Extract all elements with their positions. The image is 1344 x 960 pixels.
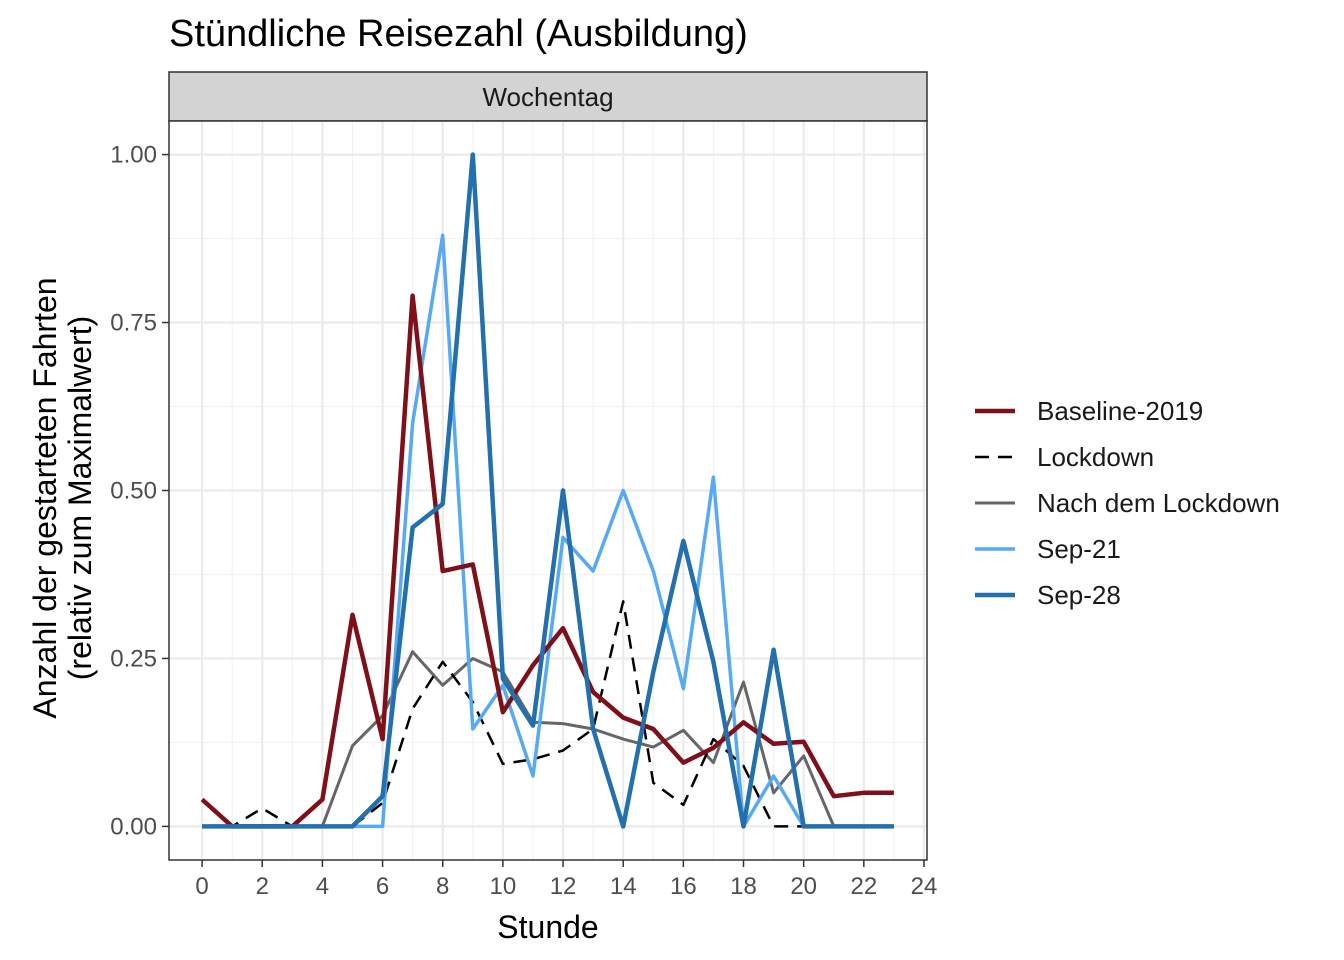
y-axis-title: Anzahl der gestarteten Fahrten (relativ … [27, 277, 98, 718]
y-axis-title-line-2: (relativ zum Maximalwert) [62, 316, 98, 680]
legend-label-baseline-2019: Baseline-2019 [1037, 396, 1203, 426]
series-line-baseline-2019 [200, 293, 894, 829]
series-lines [200, 152, 894, 829]
x-tick-label: 2 [256, 873, 269, 900]
x-axis: 0 2 4 6 8 10 12 14 16 18 20 22 24 [195, 860, 937, 900]
x-tick-label: 22 [850, 873, 877, 900]
x-tick-label: 14 [610, 873, 637, 900]
chart-title: Stündliche Reisezahl (Ausbildung) [169, 13, 748, 55]
x-tick-label: 0 [195, 873, 208, 900]
series-line-sep-28 [202, 152, 894, 829]
x-tick-label: 4 [316, 873, 329, 900]
facet-strip: Wochentag [168, 71, 928, 122]
x-tick-label: 16 [670, 873, 697, 900]
x-tick-label: 20 [790, 873, 817, 900]
x-tick-label: 12 [550, 873, 577, 900]
x-tick-label: 8 [436, 873, 449, 900]
x-tick-label: 6 [376, 873, 389, 900]
x-tick-label: 18 [730, 873, 757, 900]
legend-label-sep-21: Sep-21 [1037, 534, 1121, 564]
y-tick-label: 0.00 [110, 813, 157, 840]
y-tick-label: 0.75 [110, 310, 157, 337]
x-tick-label: 10 [490, 873, 517, 900]
legend-label-lockdown: Lockdown [1037, 442, 1154, 472]
y-tick-label: 0.50 [110, 478, 157, 505]
legend-label-sep-28: Sep-28 [1037, 580, 1121, 610]
legend-label-nach-dem-lockdown: Nach dem Lockdown [1037, 488, 1280, 518]
x-tick-label: 24 [911, 873, 938, 900]
facet-strip-label: Wochentag [482, 82, 613, 112]
y-tick-label: 0.25 [110, 645, 157, 672]
y-axis-title-line-1: Anzahl der gestarteten Fahrten [27, 277, 63, 718]
legend: Baseline-2019 Lockdown Nach dem Lockdown Se… [975, 396, 1280, 610]
y-tick-label: 1.00 [110, 142, 157, 169]
y-axis: 0.00 0.25 0.50 0.75 1.00 [110, 142, 169, 840]
x-axis-title: Stunde [497, 909, 598, 945]
facet-strip-background [168, 71, 928, 122]
